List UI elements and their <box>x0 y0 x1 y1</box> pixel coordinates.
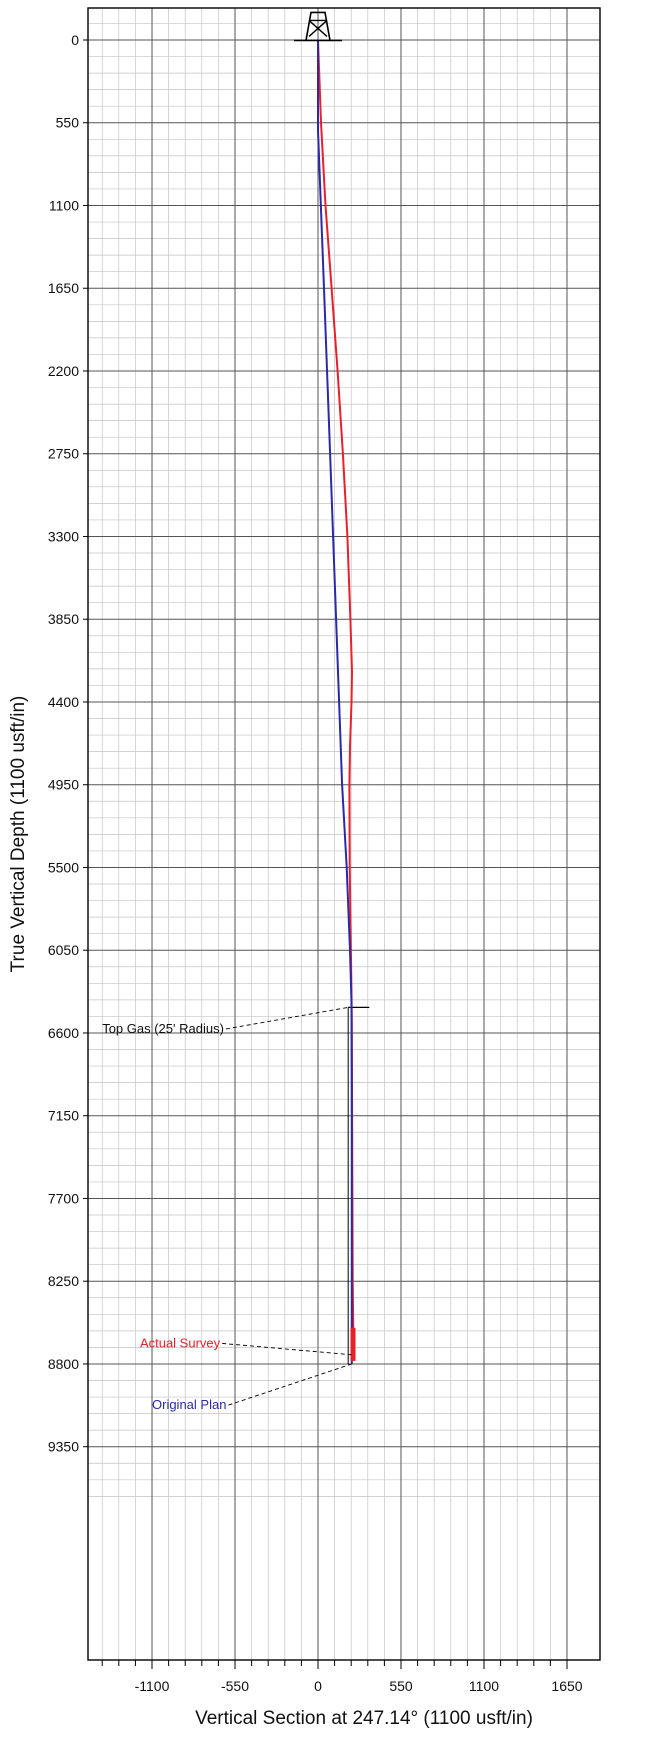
plot-frame <box>87 7 601 1661</box>
y-tick-label: 7150 <box>48 1108 79 1124</box>
annotation-leader-line <box>228 1363 352 1406</box>
x-tick-label: 1100 <box>469 1678 499 1694</box>
annotation-label: Actual Survey <box>140 1335 221 1350</box>
y-tick-label: 8800 <box>48 1356 79 1372</box>
series-line <box>317 40 353 1364</box>
x-tick-labels: -1100 -550 0 550 1100 1650 <box>101 1660 583 1694</box>
y-tick-label: 3300 <box>48 528 79 544</box>
x-tick-label: -550 <box>221 1678 249 1694</box>
actual-survey-end-marker <box>350 1327 356 1361</box>
x-tick-label: 1650 <box>551 1678 582 1694</box>
rig-icon <box>294 11 342 42</box>
y-tick-labels: 0 550 1100 1650 2200 2750 3300 3850 4400 4950 5500… <box>48 32 88 1455</box>
y-tick-label: 3850 <box>48 611 79 627</box>
y-tick-label: 4950 <box>48 777 79 793</box>
y-tick-label: 5500 <box>48 859 79 875</box>
x-tick-label: 0 <box>314 1678 322 1694</box>
y-tick-label: 4400 <box>48 694 79 710</box>
minor-grid <box>88 8 600 1660</box>
y-tick-label: 7700 <box>48 1190 79 1206</box>
x-tick-label: 550 <box>389 1678 413 1694</box>
series-layer <box>317 39 356 1364</box>
x-tick-label: -1100 <box>135 1678 170 1694</box>
y-tick-label: 0 <box>71 32 79 48</box>
x-axis-title: Vertical Section at 247.14° (1100 usft/i… <box>195 1708 533 1729</box>
y-tick-label: 2200 <box>48 363 79 379</box>
annotation-leader-line <box>222 1342 354 1356</box>
rig-derrick <box>305 11 331 41</box>
y-tick-label: 8250 <box>48 1273 79 1289</box>
annotation-label: Original Plan <box>152 1397 226 1412</box>
annotation-label: Top Gas (25' Radius) <box>102 1021 224 1036</box>
y-tick-label: 6600 <box>48 1025 79 1041</box>
annotation-leader-line <box>225 1006 349 1030</box>
rig-bracing <box>308 19 328 37</box>
y-tick-label: 2750 <box>48 446 79 462</box>
y-tick-label: 1650 <box>48 280 79 296</box>
annotations: Top Gas (25' Radius) Actual Survey Origina… <box>102 1006 354 1412</box>
major-grid <box>88 8 600 1660</box>
y-tick-label: 1100 <box>49 197 79 213</box>
y-tick-label: 550 <box>56 115 80 131</box>
y-tick-label: 9350 <box>48 1439 79 1455</box>
y-axis-title: True Vertical Depth (1100 usft/in) <box>8 696 29 973</box>
y-tick-label: 6050 <box>48 942 79 958</box>
